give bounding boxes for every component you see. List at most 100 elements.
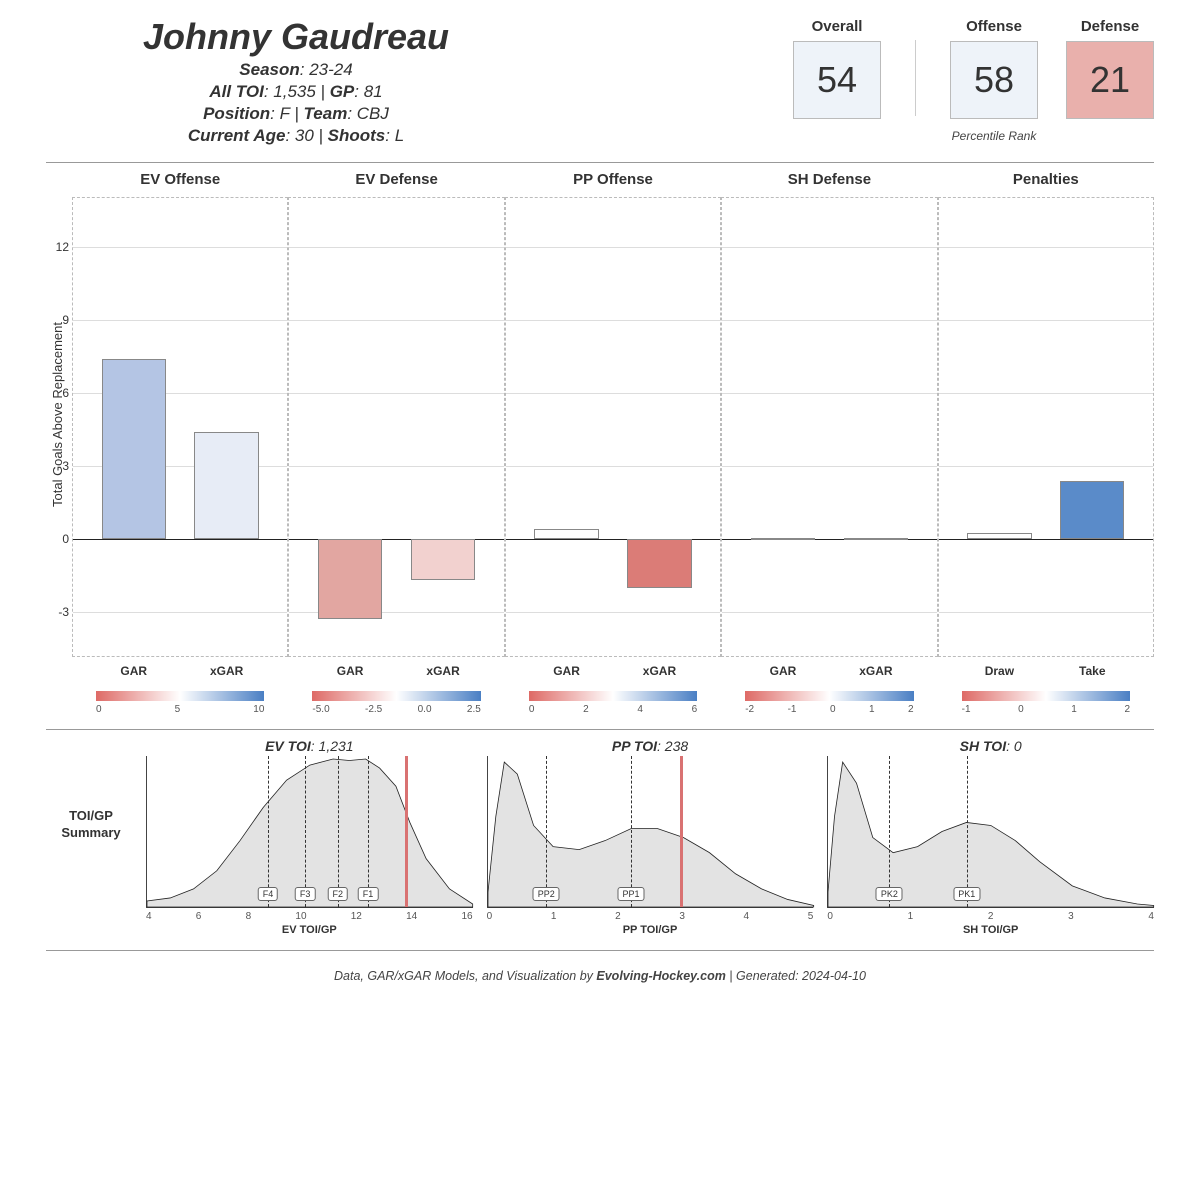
gradient-legend: 0510 [72, 691, 288, 715]
bar [411, 539, 475, 580]
player-name: Johnny Gaudreau [46, 16, 546, 58]
quantile-line [631, 756, 632, 907]
density-panel: PP TOI: 238 PP2 PP1 012345 PP TOI/GP [487, 738, 814, 936]
density-xlabel: PP TOI/GP [487, 924, 814, 936]
plot-area: GARxGAR [721, 197, 937, 657]
header: Johnny Gaudreau Season: 23-24All TOI: 1,… [46, 16, 1154, 148]
plot-area: GARxGAR [505, 197, 721, 657]
quantile-line [546, 756, 547, 907]
bio-line: Season: 23-24 [46, 60, 546, 80]
rank-label: Defense [1066, 18, 1154, 35]
x-category: xGAR [426, 664, 459, 678]
density-plot: PP2 PP1 [487, 756, 814, 908]
density-panel: SH TOI: 0 PK2 PK1 01234 SH TOI/GP [827, 738, 1154, 936]
density-xlabel: SH TOI/GP [827, 924, 1154, 936]
density-plot: F4 F3 F2 F1 [146, 756, 473, 908]
rank-label: Offense [950, 18, 1038, 35]
gradient-legend: -1012 [938, 691, 1154, 715]
density-xticks: 01234 [827, 911, 1154, 922]
toi-row-label: TOI/GP Summary [46, 738, 136, 842]
panel-title: Penalties [938, 171, 1154, 197]
bar [102, 359, 166, 539]
quantile-line [268, 756, 269, 907]
quantile-line [338, 756, 339, 907]
player-marker [680, 756, 683, 907]
gar-chart: Total Goals Above Replacement EV Offense… [46, 171, 1154, 657]
quantile-label: F4 [258, 887, 279, 901]
plot-area: GARxGAR [288, 197, 504, 657]
gar-panel: EV Offense -3036912GARxGAR [72, 171, 288, 657]
rank-value: 21 [1066, 41, 1154, 119]
panel-title: EV Offense [72, 171, 288, 197]
bar [844, 538, 908, 540]
density-title: EV TOI: 1,231 [146, 738, 473, 754]
footer: Data, GAR/xGAR Models, and Visualization… [46, 969, 1154, 983]
bar [194, 432, 258, 539]
quantile-label: PP2 [533, 887, 560, 901]
quantile-label: F2 [327, 887, 348, 901]
bio-line: Current Age: 30 | Shoots: L [46, 126, 546, 146]
gradient-legend: -2-1012 [721, 691, 937, 715]
x-category: Take [1079, 664, 1105, 678]
density-xlabel: EV TOI/GP [146, 924, 473, 936]
quantile-line [889, 756, 890, 907]
x-category: GAR [770, 664, 797, 678]
rank-label: Overall [793, 18, 881, 35]
x-category: xGAR [210, 664, 243, 678]
bio-line: Position: F | Team: CBJ [46, 104, 546, 124]
bar [627, 539, 691, 588]
panel-title: SH Defense [721, 171, 937, 197]
toi-density-row: TOI/GP Summary EV TOI: 1,231 F4 F3 F2 F1… [46, 738, 1154, 936]
rank-offense: Offense 58 Percentile Rank [950, 18, 1038, 143]
quantile-label: F3 [295, 887, 316, 901]
quantile-line [368, 756, 369, 907]
density-plot: PK2 PK1 [827, 756, 1154, 908]
bar [1060, 481, 1124, 539]
density-panel: EV TOI: 1,231 F4 F3 F2 F1 46810121416 EV… [146, 738, 473, 936]
divider [46, 162, 1154, 163]
density-title: SH TOI: 0 [827, 738, 1154, 754]
percentile-ranks: Overall 54 Offense 58 Percentile Rank Def… [556, 16, 1154, 143]
player-marker [405, 756, 408, 907]
quantile-label: PP1 [617, 887, 644, 901]
x-category: Draw [985, 664, 1014, 678]
bar [967, 533, 1031, 539]
quantile-label: PK2 [876, 887, 903, 901]
bio-line: All TOI: 1,535 | GP: 81 [46, 82, 546, 102]
density-panels: EV TOI: 1,231 F4 F3 F2 F1 46810121416 EV… [146, 738, 1154, 936]
gar-panel: EV Defense GARxGAR [288, 171, 504, 657]
plot-area: -3036912GARxGAR [72, 197, 288, 657]
rank-defense: Defense 21 [1066, 18, 1154, 119]
gar-panel: PP Offense GARxGAR [505, 171, 721, 657]
density-title: PP TOI: 238 [487, 738, 814, 754]
panel-title: EV Defense [288, 171, 504, 197]
quantile-line [305, 756, 306, 907]
rank-overall: Overall 54 [793, 18, 881, 119]
x-category: xGAR [859, 664, 892, 678]
rank-value: 54 [793, 41, 881, 119]
gar-panel: SH Defense GARxGAR [721, 171, 937, 657]
quantile-label: PK1 [953, 887, 980, 901]
plot-area: DrawTake [938, 197, 1154, 657]
x-category: GAR [120, 664, 147, 678]
bio-lines: Season: 23-24All TOI: 1,535 | GP: 81Posi… [46, 60, 546, 146]
density-xticks: 46810121416 [146, 911, 473, 922]
player-bio: Johnny Gaudreau Season: 23-24All TOI: 1,… [46, 16, 546, 148]
x-category: xGAR [643, 664, 676, 678]
divider [46, 729, 1154, 730]
divider [46, 950, 1154, 951]
quantile-label: F1 [358, 887, 379, 901]
density-xticks: 012345 [487, 911, 814, 922]
gradient-legend: 0246 [505, 691, 721, 715]
rank-value: 58 [950, 41, 1038, 119]
x-category: GAR [337, 664, 364, 678]
quantile-line [967, 756, 968, 907]
bar [751, 538, 815, 540]
x-category: GAR [553, 664, 580, 678]
rank-subtitle: Percentile Rank [950, 129, 1038, 143]
gradient-legend: -5.0-2.50.02.5 [288, 691, 504, 715]
panel-title: PP Offense [505, 171, 721, 197]
gradient-legends: 0510 -5.0-2.50.02.5 0246 -2-1012 -1012 [72, 691, 1154, 715]
gar-panel: Penalties DrawTake [938, 171, 1154, 657]
bar [534, 529, 598, 539]
